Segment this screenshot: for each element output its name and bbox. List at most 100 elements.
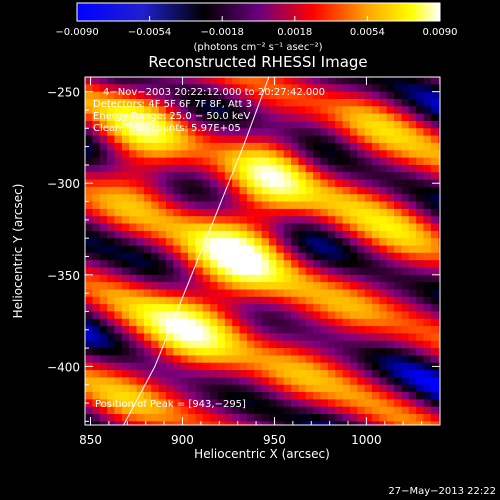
heatmap-cell bbox=[195, 362, 204, 371]
heatmap-cell bbox=[313, 179, 322, 188]
heatmap-cell bbox=[268, 84, 277, 93]
heatmap-cell bbox=[254, 296, 263, 305]
heatmap-cell bbox=[268, 333, 277, 342]
heatmap-cell bbox=[305, 84, 314, 93]
heatmap-cell bbox=[386, 421, 395, 425]
heatmap-cell bbox=[129, 304, 138, 312]
heatmap-cell bbox=[371, 333, 380, 342]
heatmap-cell bbox=[158, 362, 167, 371]
heatmap-cell bbox=[107, 392, 116, 400]
heatmap-cell bbox=[268, 399, 277, 408]
heatmap-cell bbox=[143, 377, 152, 386]
heatmap-cell bbox=[416, 121, 425, 129]
heatmap-cell bbox=[423, 84, 432, 93]
heatmap-cell bbox=[239, 318, 248, 327]
heatmap-cell bbox=[129, 311, 138, 320]
heatmap-cell bbox=[386, 150, 395, 159]
heatmap-cell bbox=[121, 318, 130, 327]
heatmap-cell bbox=[305, 296, 314, 305]
heatmap-cell bbox=[416, 333, 425, 342]
heatmap-cell bbox=[202, 208, 211, 217]
heatmap-cell bbox=[121, 208, 130, 217]
heatmap-cell bbox=[121, 179, 130, 188]
heatmap-cell bbox=[143, 296, 152, 305]
heatmap-cell bbox=[408, 99, 417, 107]
heatmap-cell bbox=[283, 121, 292, 129]
heatmap-cell bbox=[188, 135, 196, 144]
heatmap-cell bbox=[291, 274, 299, 283]
heatmap-cell bbox=[401, 348, 410, 356]
heatmap-cell bbox=[305, 194, 314, 203]
heatmap-cell bbox=[99, 128, 108, 137]
heatmap-cell bbox=[224, 128, 233, 137]
heatmap-cell bbox=[121, 267, 130, 276]
heatmap-cell bbox=[202, 128, 211, 137]
heatmap-cell bbox=[416, 399, 425, 408]
heatmap-cell bbox=[195, 267, 204, 276]
heatmap-cell bbox=[416, 194, 425, 203]
heatmap-cell bbox=[107, 223, 116, 232]
heatmap-cell bbox=[438, 186, 440, 195]
heatmap-cell bbox=[283, 252, 292, 261]
heatmap-cell bbox=[180, 99, 189, 107]
heatmap-cell bbox=[232, 179, 241, 188]
heatmap-cell bbox=[291, 392, 299, 400]
heatmap-cell bbox=[364, 384, 373, 393]
heatmap-cell bbox=[379, 208, 388, 217]
heatmap-cell bbox=[268, 296, 277, 305]
heatmap-cell bbox=[430, 201, 439, 210]
heatmap-cell bbox=[239, 230, 248, 239]
heatmap-cell bbox=[364, 238, 373, 247]
heatmap-cell bbox=[121, 414, 130, 422]
heatmap-cell bbox=[143, 289, 152, 298]
heatmap-cell bbox=[386, 245, 395, 254]
heatmap-cell bbox=[327, 201, 336, 210]
heatmap-cell bbox=[246, 128, 255, 137]
heatmap-cell bbox=[438, 84, 440, 93]
heatmap-cell bbox=[92, 260, 101, 269]
heatmap-cell bbox=[136, 362, 145, 371]
heatmap-cell bbox=[85, 245, 93, 254]
heatmap-cell bbox=[202, 274, 211, 283]
heatmap-cell bbox=[371, 157, 380, 166]
heatmap-cell bbox=[107, 414, 116, 422]
heatmap-cell bbox=[423, 348, 432, 356]
heatmap-cell bbox=[165, 370, 174, 378]
heatmap-cell bbox=[371, 142, 380, 151]
heatmap-cell bbox=[121, 362, 130, 371]
heatmap-cell bbox=[210, 230, 219, 239]
heatmap-cell bbox=[408, 194, 417, 203]
heatmap-cell bbox=[92, 128, 101, 137]
heatmap-cell bbox=[379, 348, 388, 356]
heatmap-cell bbox=[129, 340, 138, 349]
heatmap-cell bbox=[423, 260, 432, 269]
heatmap-cell bbox=[313, 296, 322, 305]
heatmap-cell bbox=[342, 304, 351, 312]
heatmap-cell bbox=[195, 311, 204, 320]
heatmap-cell bbox=[305, 150, 314, 159]
heatmap-cell bbox=[261, 208, 270, 217]
heatmap-cell bbox=[195, 245, 204, 254]
heatmap-cell bbox=[232, 362, 241, 371]
heatmap-cell bbox=[114, 370, 123, 378]
heatmap-cell bbox=[107, 282, 116, 290]
heatmap-cell bbox=[136, 128, 145, 137]
heatmap-cell bbox=[327, 128, 336, 137]
heatmap-cell bbox=[394, 201, 402, 210]
heatmap-cell bbox=[99, 201, 108, 210]
heatmap-cell bbox=[283, 318, 292, 327]
heatmap-cell bbox=[114, 429, 122, 437]
heatmap-cell bbox=[188, 230, 196, 239]
heatmap-cell bbox=[232, 392, 241, 400]
heatmap-cell bbox=[254, 238, 263, 247]
heatmap-cell bbox=[446, 275, 454, 283]
heatmap-cell bbox=[430, 289, 439, 298]
heatmap-cell bbox=[217, 106, 226, 115]
heatmap-cell bbox=[136, 186, 145, 195]
heatmap-cell bbox=[210, 333, 219, 342]
heatmap-cell bbox=[401, 230, 410, 239]
heatmap-cell bbox=[394, 128, 402, 137]
heatmap-cell bbox=[121, 333, 130, 342]
heatmap-cell bbox=[232, 135, 241, 144]
